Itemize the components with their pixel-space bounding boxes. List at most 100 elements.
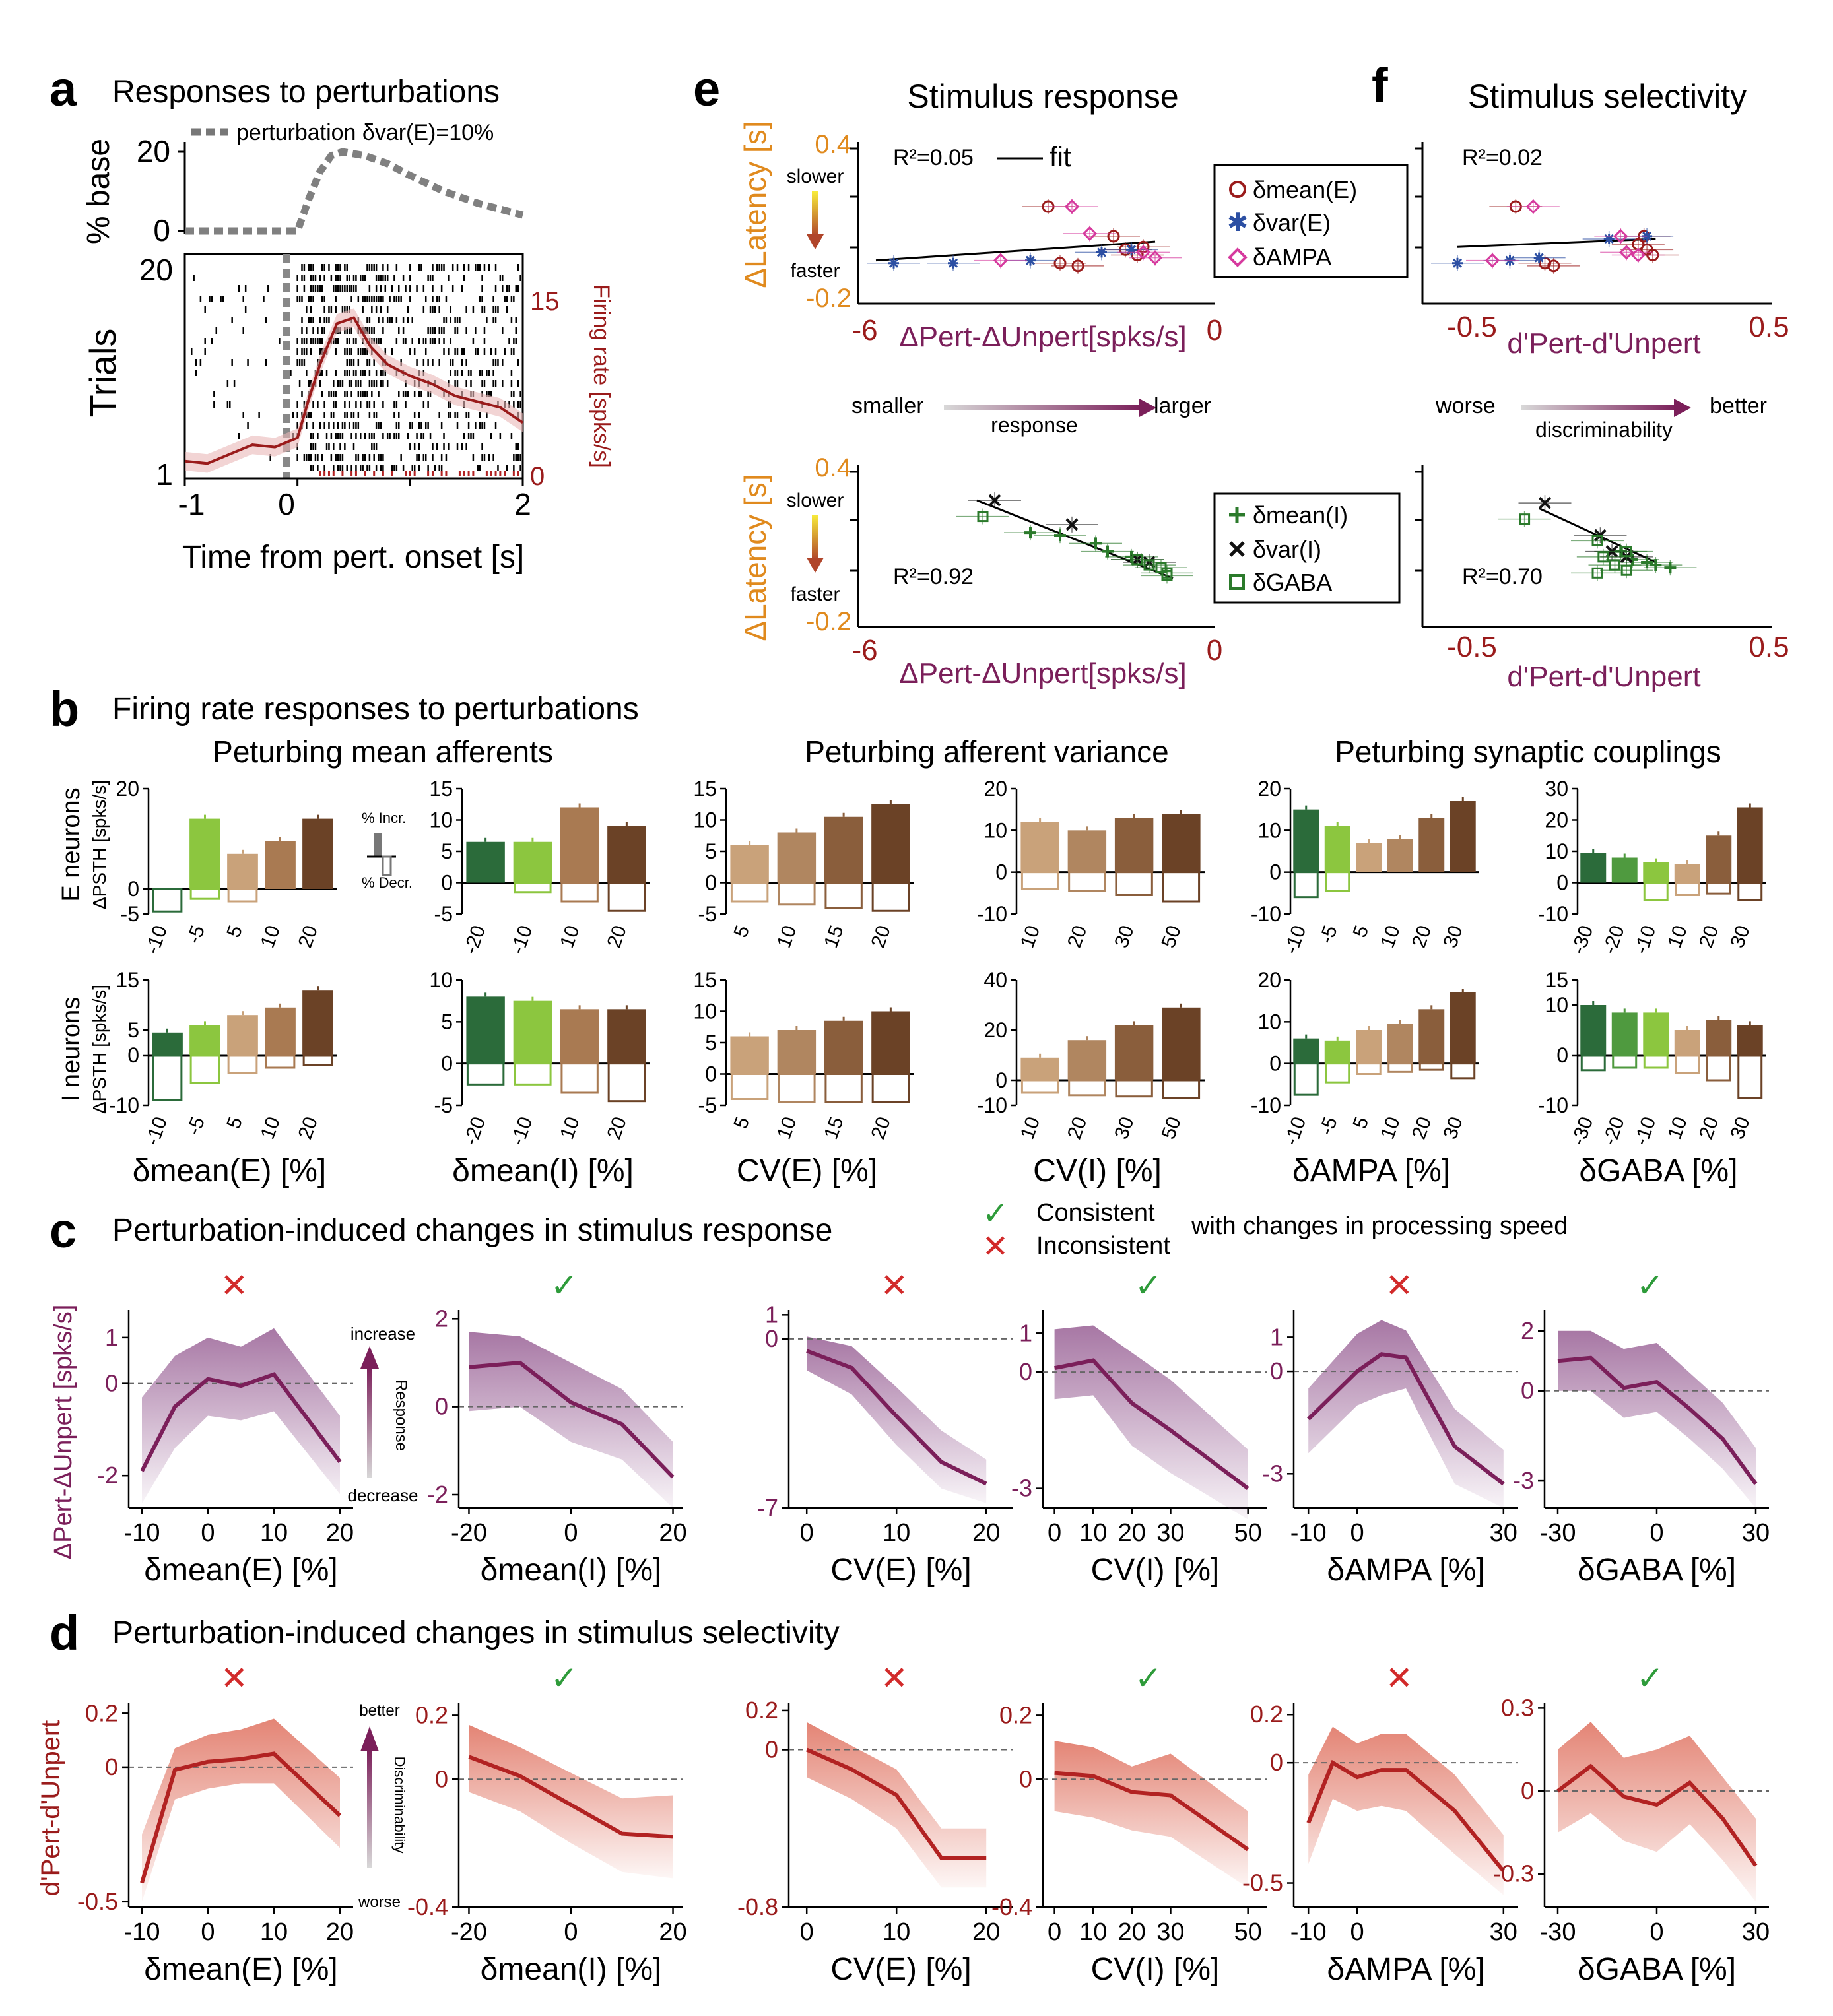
f-top-r2: R²=0.02 bbox=[1462, 145, 1543, 170]
cross-icon: ✕ bbox=[220, 1266, 248, 1305]
line-y-tick-label: 2 bbox=[1521, 1317, 1534, 1344]
line-confidence-band bbox=[1308, 1320, 1504, 1508]
line-x-tick-label: 10 bbox=[1079, 1918, 1107, 1946]
line-x-tick-label: -30 bbox=[1540, 1918, 1576, 1946]
line-y-tick-label: -3 bbox=[1262, 1460, 1283, 1487]
bar-decrease bbox=[1115, 871, 1153, 896]
scatter-point-diamond bbox=[1135, 245, 1151, 260]
bar-decrease bbox=[1293, 1062, 1319, 1096]
line-y-tick-label: 1 bbox=[105, 1324, 118, 1351]
bar-category-label: 20 bbox=[603, 1114, 631, 1142]
bar-increase bbox=[466, 996, 505, 1064]
scatter-point-square bbox=[1620, 564, 1632, 576]
bar-y-tick-label: 0 bbox=[441, 871, 453, 895]
bar-category-label: -10 bbox=[1280, 1114, 1310, 1148]
bar-y-tick-label: 5 bbox=[441, 1010, 453, 1033]
bar-decrease bbox=[152, 888, 183, 913]
cross-icon: ✕ bbox=[881, 1659, 908, 1697]
scatter-point-diamond bbox=[1082, 226, 1098, 241]
scatter-f-top bbox=[1415, 142, 1772, 305]
bar-y-tick-label: 10 bbox=[1257, 1010, 1281, 1033]
d-arrow-better: better bbox=[359, 1702, 399, 1720]
bar-increase bbox=[227, 1015, 258, 1055]
bar-category-label: -20 bbox=[459, 923, 490, 957]
line-chart-d-cvI: 0.2 0 -0.4 0 10 20 30 50 CV(I) [%] ✓ bbox=[991, 1659, 1267, 1987]
bar-decrease bbox=[871, 1073, 910, 1103]
bar-increase bbox=[466, 841, 505, 883]
e-legend-varI: δvar(I) bbox=[1253, 536, 1321, 563]
line-y-tick-label: -0.4 bbox=[407, 1893, 448, 1920]
bar-category-label: 5 bbox=[1349, 923, 1374, 940]
bar-category-label: -5 bbox=[183, 1114, 209, 1138]
e-top-fit-label: fit bbox=[1050, 141, 1071, 172]
cross-icon: ✕ bbox=[220, 1659, 248, 1697]
bar-increase bbox=[871, 804, 910, 883]
panel-f-letter: f bbox=[1372, 58, 1388, 113]
f-arrow-discriminability: discriminability bbox=[1535, 418, 1673, 441]
panel-d-title: Perturbation-induced changes in stimulus… bbox=[112, 1615, 840, 1650]
bar-category-label: 30 bbox=[1110, 1114, 1138, 1142]
e-top-slower: slower bbox=[787, 166, 844, 187]
bar-decrease bbox=[730, 1073, 769, 1100]
line-x-tick-label: -20 bbox=[451, 1519, 487, 1547]
bar-category-label: -20 bbox=[1599, 1114, 1629, 1148]
line-xlabel: δmean(E) [%] bbox=[144, 1952, 337, 1987]
bar-increase bbox=[1580, 1005, 1607, 1055]
bar-decrease bbox=[1706, 882, 1731, 895]
a-raster-ticks bbox=[190, 264, 521, 476]
bar-category-label: 20 bbox=[1408, 923, 1436, 951]
line-x-tick-label: -10 bbox=[1290, 1918, 1327, 1946]
bar-increase bbox=[824, 1020, 863, 1074]
line-series bbox=[1557, 1355, 1758, 1485]
bar-y-tick-label: 20 bbox=[983, 1018, 1007, 1042]
bar-y-tick-label: 0 bbox=[127, 1043, 139, 1067]
bar-category-label: 10 bbox=[773, 1114, 801, 1142]
line-series bbox=[1307, 1352, 1505, 1486]
line-y-tick-label: 0.2 bbox=[415, 1701, 448, 1728]
b-group-title-couplings: Peturbing synaptic couplings bbox=[1335, 734, 1721, 769]
line-confidence-band bbox=[1054, 1325, 1248, 1520]
bar-decrease bbox=[1162, 1079, 1201, 1099]
bar-decrease bbox=[1418, 1062, 1444, 1071]
e-arrow-smaller: smaller bbox=[851, 393, 924, 418]
bar-y-tick-label: 0 bbox=[1269, 861, 1281, 884]
bar-category-label: -10 bbox=[507, 923, 537, 957]
c-legend-inconsistent: Inconsistent bbox=[1036, 1232, 1170, 1260]
bar-increase bbox=[1674, 1030, 1700, 1055]
bar-category-label: 10 bbox=[257, 923, 284, 951]
line-xlabel: δmean(I) [%] bbox=[481, 1553, 662, 1588]
bar-increase bbox=[560, 807, 599, 883]
line-x-tick-label: 0 bbox=[201, 1918, 215, 1946]
f-top-xtick-05: 0.5 bbox=[1749, 311, 1789, 343]
line-x-tick-label: -10 bbox=[124, 1918, 160, 1946]
line-x-tick-label: 0 bbox=[1650, 1918, 1663, 1946]
bar-decrease bbox=[189, 1054, 220, 1084]
c-arrow-response: Response bbox=[392, 1380, 410, 1451]
bar-increase bbox=[824, 816, 863, 883]
bar-category-label: 20 bbox=[294, 1114, 322, 1142]
line-y-tick-label: 0.2 bbox=[999, 1701, 1032, 1728]
line-y-tick-label: 0 bbox=[1270, 1357, 1283, 1384]
line-confidence-band bbox=[1054, 1741, 1248, 1888]
line-y-tick-label: 0 bbox=[105, 1753, 118, 1780]
bar-category-label: 10 bbox=[1376, 1114, 1404, 1142]
bar-category-label: -30 bbox=[1567, 1114, 1597, 1148]
line-y-tick-label: -3 bbox=[1513, 1467, 1534, 1494]
scatter-plots bbox=[850, 142, 1772, 628]
bar-y-tick-label: -5 bbox=[698, 902, 717, 926]
cross-icon: ✕ bbox=[1385, 1659, 1413, 1697]
line-y-tick-label: 0 bbox=[1019, 1358, 1032, 1385]
a-right-ylabel: Firing rate [spks/s] bbox=[589, 284, 614, 468]
bar-y-tick-label: 0 bbox=[441, 1052, 453, 1076]
bar-increase bbox=[777, 832, 817, 883]
bar-increase bbox=[189, 1025, 220, 1055]
e-legend-ampa: δAMPA bbox=[1253, 244, 1331, 271]
panel-d-letter: d bbox=[50, 1606, 79, 1660]
bar-decrease bbox=[607, 882, 646, 912]
a-x-tick-2: 2 bbox=[514, 487, 531, 521]
line-xlabel: δGABA [%] bbox=[1578, 1952, 1736, 1987]
bar-decrease bbox=[778, 1073, 816, 1103]
